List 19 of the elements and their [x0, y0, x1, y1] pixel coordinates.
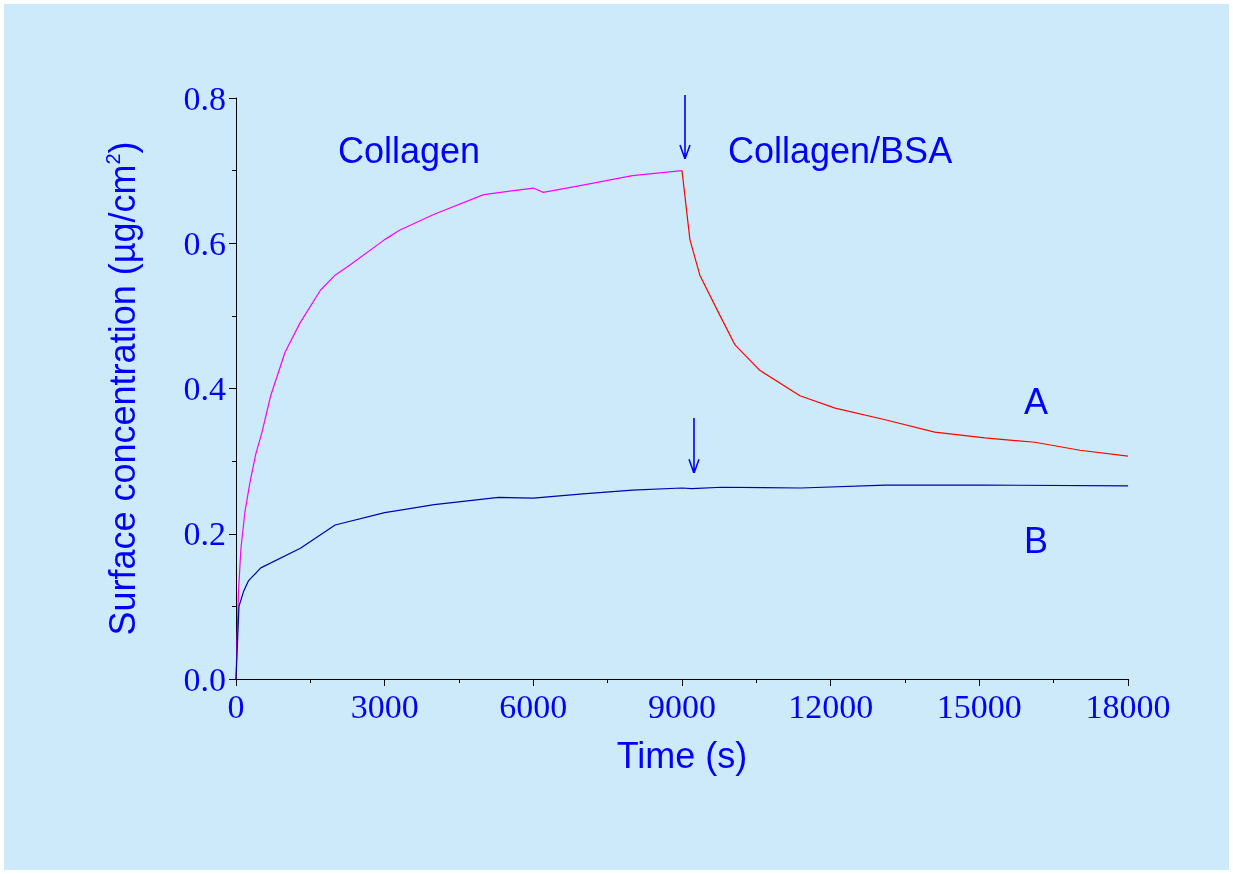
x-axis-title: Time (s): [616, 734, 748, 776]
series-label: A: [1024, 380, 1049, 422]
x-tick-label: 18000: [1085, 687, 1171, 725]
x-tick-label: 15000: [936, 687, 1022, 725]
line-series: [681, 170, 1129, 457]
y-tick-label: 0.0: [183, 660, 226, 698]
annotation: Collagen/BSA: [728, 129, 953, 171]
y-tick-label: 0.8: [183, 79, 226, 117]
y-tick-label: 0.2: [183, 515, 226, 553]
x-tick-label: 3000: [350, 687, 419, 725]
annotation: Collagen: [338, 129, 481, 171]
x-tick-label: 0: [227, 687, 245, 725]
series-label: B: [1024, 520, 1049, 562]
y-tick-label: 0.6: [183, 224, 226, 262]
y-tick-label: 0.4: [183, 370, 226, 407]
x-tick-label: 6000: [499, 687, 568, 725]
x-tick-label: 9000: [648, 687, 716, 725]
y-axis-title: Surface concentration (µg/cm2): [101, 141, 143, 636]
x-tick-label: 12000: [788, 687, 874, 725]
